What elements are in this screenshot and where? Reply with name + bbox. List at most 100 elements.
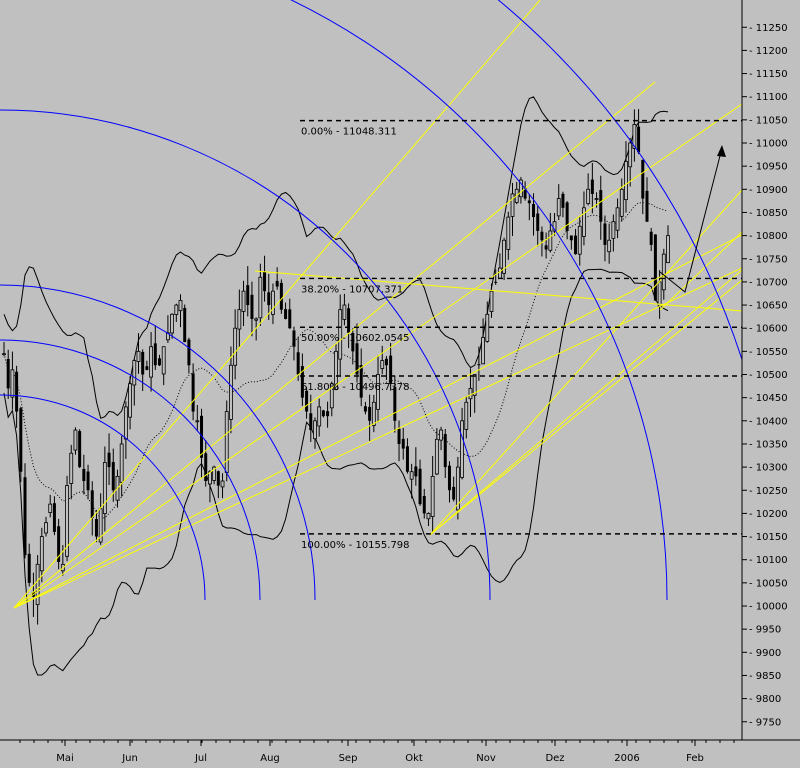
candle-down bbox=[326, 411, 330, 417]
candle-up bbox=[594, 198, 599, 200]
y-tick-label: - 11050 bbox=[749, 115, 788, 126]
candle-down bbox=[216, 471, 220, 486]
time-arc bbox=[0, 284, 316, 601]
candle-down bbox=[263, 272, 267, 292]
candle-up bbox=[329, 383, 334, 409]
forecast-line bbox=[659, 147, 723, 293]
fibonacci-labels: 0.00% - 11048.311 38.20% - 10707.371 50.00… bbox=[301, 127, 410, 551]
candle-up bbox=[489, 290, 494, 312]
y-tick-label: - 10750 bbox=[749, 254, 788, 265]
candle-up bbox=[426, 513, 431, 520]
candle-up bbox=[434, 438, 439, 475]
candle-up bbox=[556, 198, 561, 217]
candle-down bbox=[565, 202, 569, 231]
y-tick-label: - 9900 bbox=[749, 648, 781, 659]
gann-fan-line bbox=[13, 0, 541, 609]
candle-down bbox=[300, 366, 304, 398]
candle-down bbox=[523, 188, 527, 199]
candle-down bbox=[401, 438, 405, 449]
candle-down bbox=[544, 245, 548, 250]
candle-up bbox=[380, 360, 385, 369]
candle-up bbox=[464, 401, 469, 430]
candle-down bbox=[19, 408, 23, 472]
x-tick-label: 2006 bbox=[614, 753, 639, 764]
candle-down bbox=[414, 466, 418, 477]
gann-fan-line bbox=[13, 81, 656, 609]
y-tick-label: - 10700 bbox=[749, 277, 788, 288]
y-tick-label: - 9750 bbox=[749, 717, 781, 728]
candle-down bbox=[351, 332, 355, 352]
candle-down bbox=[477, 364, 481, 366]
y-tick-label: - 10250 bbox=[749, 486, 788, 497]
candle-down bbox=[574, 235, 578, 255]
candle-down bbox=[536, 213, 540, 231]
candle-up bbox=[485, 313, 490, 342]
candle-down bbox=[15, 371, 19, 412]
candle-down bbox=[494, 281, 498, 283]
candle-up bbox=[439, 429, 443, 441]
candle-up bbox=[123, 406, 128, 440]
y-tick-label: - 10450 bbox=[749, 393, 788, 404]
y-tick-label: - 10600 bbox=[749, 324, 788, 335]
candle-down bbox=[405, 446, 409, 472]
gann-fan-line bbox=[429, 269, 742, 536]
candle-up bbox=[342, 304, 347, 320]
candle-down bbox=[397, 428, 401, 444]
forecast-arrow-head bbox=[717, 145, 726, 157]
candle-down bbox=[6, 358, 10, 389]
y-tick-label: - 11000 bbox=[749, 139, 788, 150]
gann-fan-line bbox=[429, 279, 742, 536]
candle-down bbox=[57, 526, 61, 563]
candle-up bbox=[502, 239, 507, 274]
candle-up bbox=[132, 360, 137, 386]
y-tick-label: - 10050 bbox=[749, 578, 788, 589]
candle-up bbox=[208, 471, 212, 485]
fib-label: 38.20% - 10707.371 bbox=[301, 284, 403, 295]
candle-up bbox=[241, 290, 246, 312]
y-tick-label: - 9950 bbox=[749, 625, 781, 636]
candle-down bbox=[321, 410, 325, 417]
gann-fan-line bbox=[13, 103, 742, 609]
candle-up bbox=[548, 230, 553, 251]
y-tick-label: - 10550 bbox=[749, 347, 788, 358]
x-tick-label: Aug bbox=[260, 753, 280, 764]
candle-up bbox=[161, 346, 166, 375]
y-tick-label: - 10200 bbox=[749, 509, 788, 520]
candle-up bbox=[174, 304, 179, 315]
plot-background bbox=[0, 0, 742, 740]
candle-up bbox=[48, 503, 53, 513]
candle-down bbox=[561, 193, 565, 208]
candle-down bbox=[649, 231, 653, 245]
candle-up bbox=[371, 401, 376, 426]
candle-down bbox=[246, 285, 250, 306]
time-arc bbox=[0, 109, 491, 601]
fib-label: 100.00% - 10155.798 bbox=[301, 540, 410, 551]
gann-fan-line bbox=[429, 189, 742, 536]
time-arc bbox=[0, 339, 261, 601]
candle-down bbox=[540, 231, 544, 241]
candle-up bbox=[455, 466, 460, 511]
candle-up bbox=[657, 281, 662, 307]
candle-down bbox=[641, 159, 645, 199]
candle-up bbox=[661, 253, 666, 291]
candle-up bbox=[212, 466, 217, 481]
candle-up bbox=[313, 420, 317, 440]
candle-up bbox=[224, 411, 229, 473]
y-tick-label: - 10000 bbox=[749, 602, 788, 613]
candle-down bbox=[250, 294, 254, 319]
fib-label: 50.00% - 10602.0545 bbox=[301, 333, 410, 344]
candle-up bbox=[149, 346, 153, 378]
candle-up bbox=[2, 353, 6, 356]
candle-up bbox=[317, 406, 322, 427]
candle-up bbox=[628, 142, 633, 168]
candle-up bbox=[119, 443, 124, 483]
candle-down bbox=[637, 126, 641, 153]
candle-down bbox=[187, 339, 191, 366]
y-tick-label: - 11200 bbox=[749, 46, 788, 57]
candle-up bbox=[10, 369, 15, 398]
candle-down bbox=[305, 390, 309, 412]
candle-down bbox=[82, 468, 86, 481]
candle-up bbox=[611, 221, 616, 239]
y-tick-label: - 10350 bbox=[749, 439, 788, 450]
candle-up bbox=[497, 267, 502, 279]
